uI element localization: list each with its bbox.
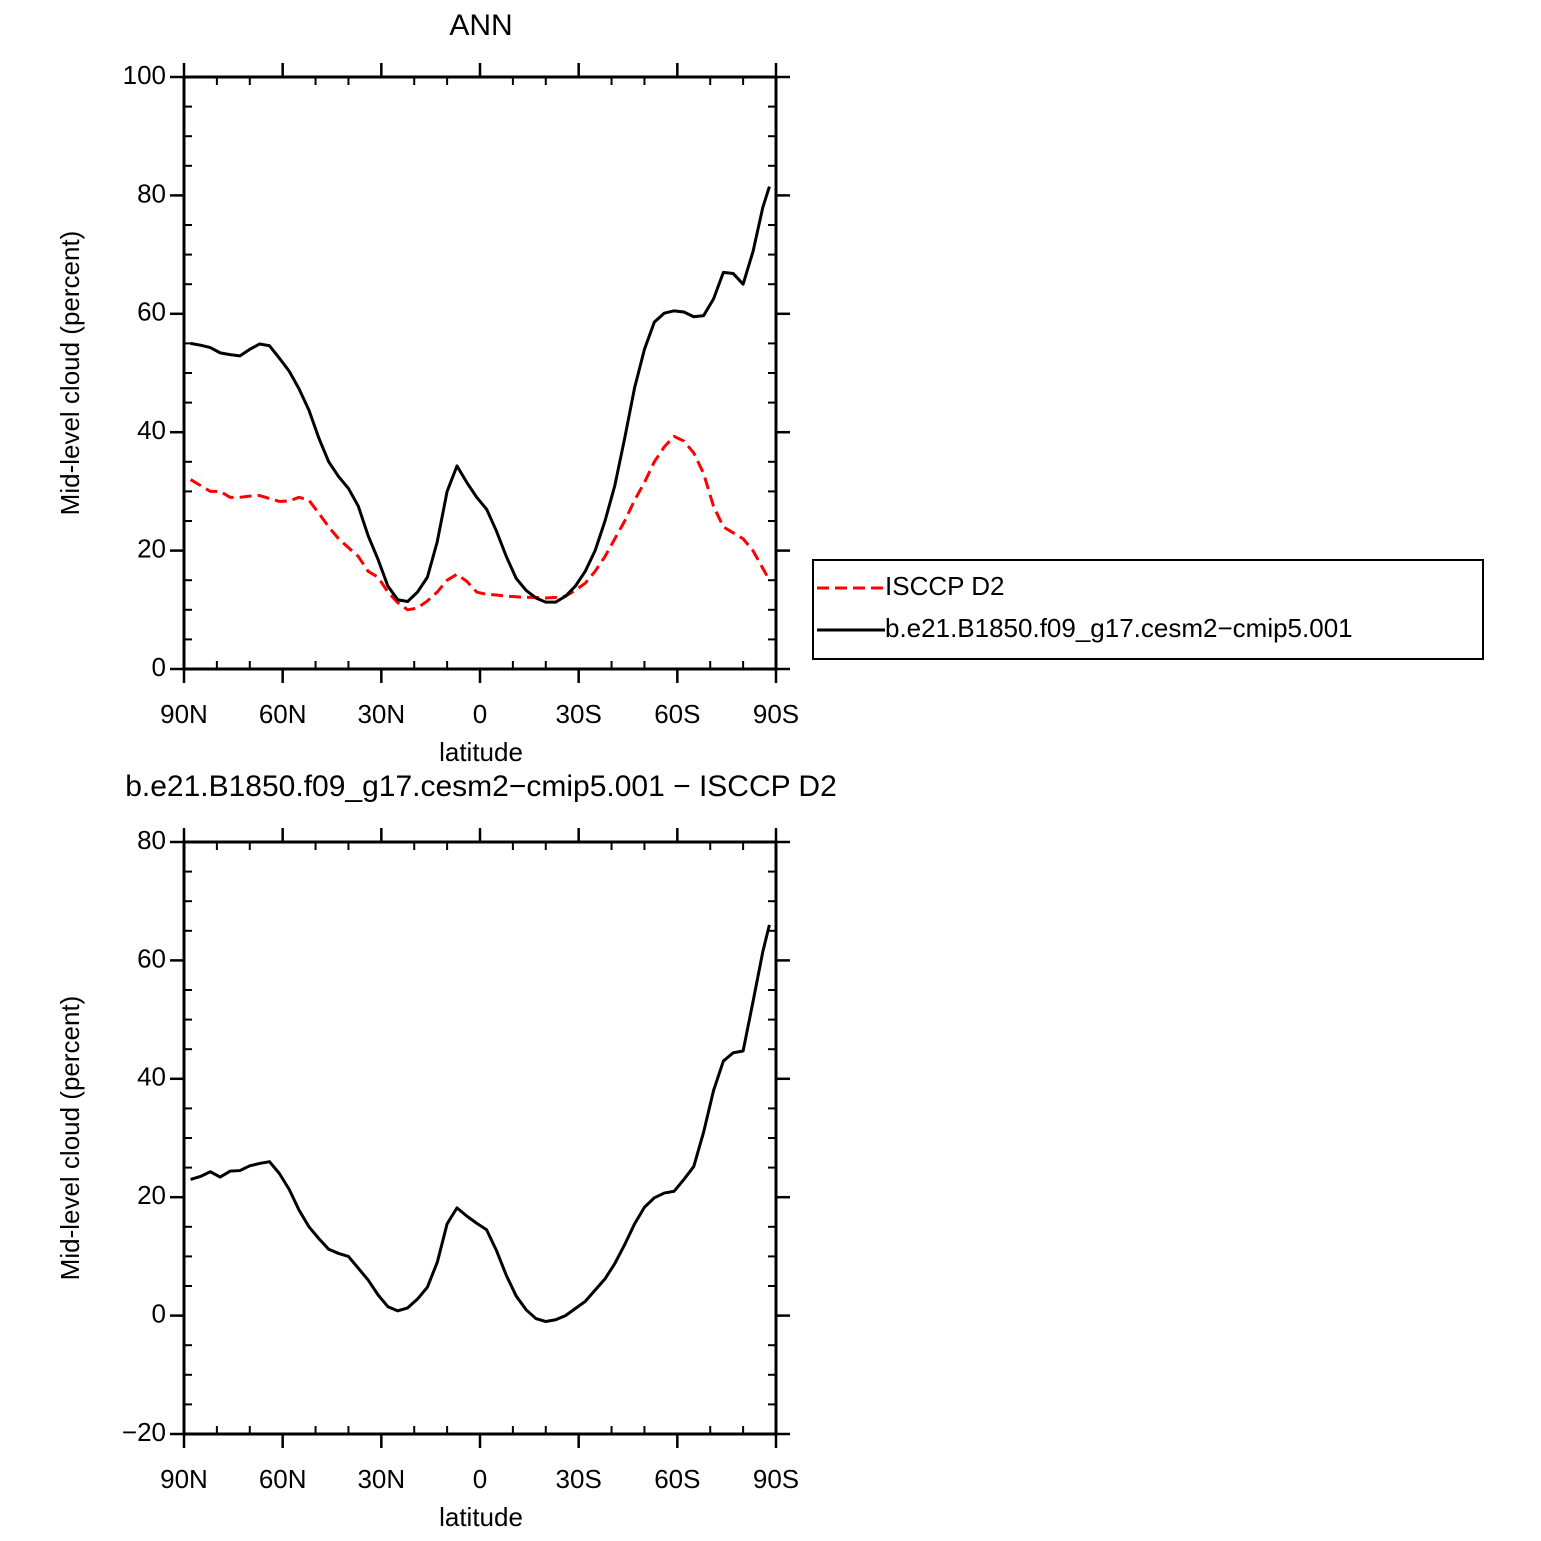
y-tick-label: 40 bbox=[137, 415, 166, 445]
chart-title: b.e21.B1850.f09_g17.cesm2−cmip5.001 − IS… bbox=[125, 770, 837, 803]
legend-box bbox=[812, 559, 1484, 660]
chart-title: ANN bbox=[449, 9, 512, 42]
x-tick-label: 90N bbox=[160, 1464, 208, 1494]
x-tick-label: 90S bbox=[753, 1464, 799, 1494]
y-tick-label: 20 bbox=[137, 1180, 166, 1210]
x-tick-label: 30N bbox=[357, 699, 405, 729]
y-tick-label: 0 bbox=[152, 652, 166, 682]
y-tick-label: 40 bbox=[137, 1062, 166, 1092]
x-tick-label: 30N bbox=[357, 1464, 405, 1494]
x-tick-label: 60S bbox=[654, 699, 700, 729]
x-axis-label: latitude bbox=[439, 737, 523, 767]
data-line bbox=[190, 924, 771, 1324]
y-tick-label: 100 bbox=[123, 60, 166, 90]
data-line bbox=[190, 186, 771, 604]
y-axis-label: Mid-level cloud (percent) bbox=[55, 231, 85, 516]
y-tick-label: 60 bbox=[137, 297, 166, 327]
x-tick-label: 0 bbox=[473, 1464, 487, 1494]
y-axis-label: Mid-level cloud (percent) bbox=[55, 996, 85, 1281]
x-tick-label: 90S bbox=[753, 699, 799, 729]
y-tick-label: 20 bbox=[137, 533, 166, 563]
x-tick-label: 60N bbox=[259, 699, 307, 729]
y-tick-label: 60 bbox=[137, 943, 166, 973]
x-axis-label: latitude bbox=[439, 1502, 523, 1532]
x-tick-label: 60S bbox=[654, 1464, 700, 1494]
x-tick-label: 0 bbox=[473, 699, 487, 729]
x-tick-label: 60N bbox=[259, 1464, 307, 1494]
y-tick-label: 80 bbox=[137, 178, 166, 208]
y-tick-label: −20 bbox=[122, 1417, 166, 1447]
y-tick-label: 0 bbox=[152, 1298, 166, 1328]
legend-label: b.e21.B1850.f09_g17.cesm2−cmip5.001 bbox=[885, 613, 1353, 643]
plot-frame bbox=[182, 840, 778, 1436]
x-tick-label: 30S bbox=[556, 1464, 602, 1494]
x-tick-label: 90N bbox=[160, 699, 208, 729]
x-tick-label: 30S bbox=[556, 699, 602, 729]
data-line bbox=[189, 434, 771, 612]
y-tick-label: 80 bbox=[137, 825, 166, 855]
legend-label: ISCCP D2 bbox=[885, 571, 1004, 601]
plot-frame bbox=[182, 75, 778, 671]
